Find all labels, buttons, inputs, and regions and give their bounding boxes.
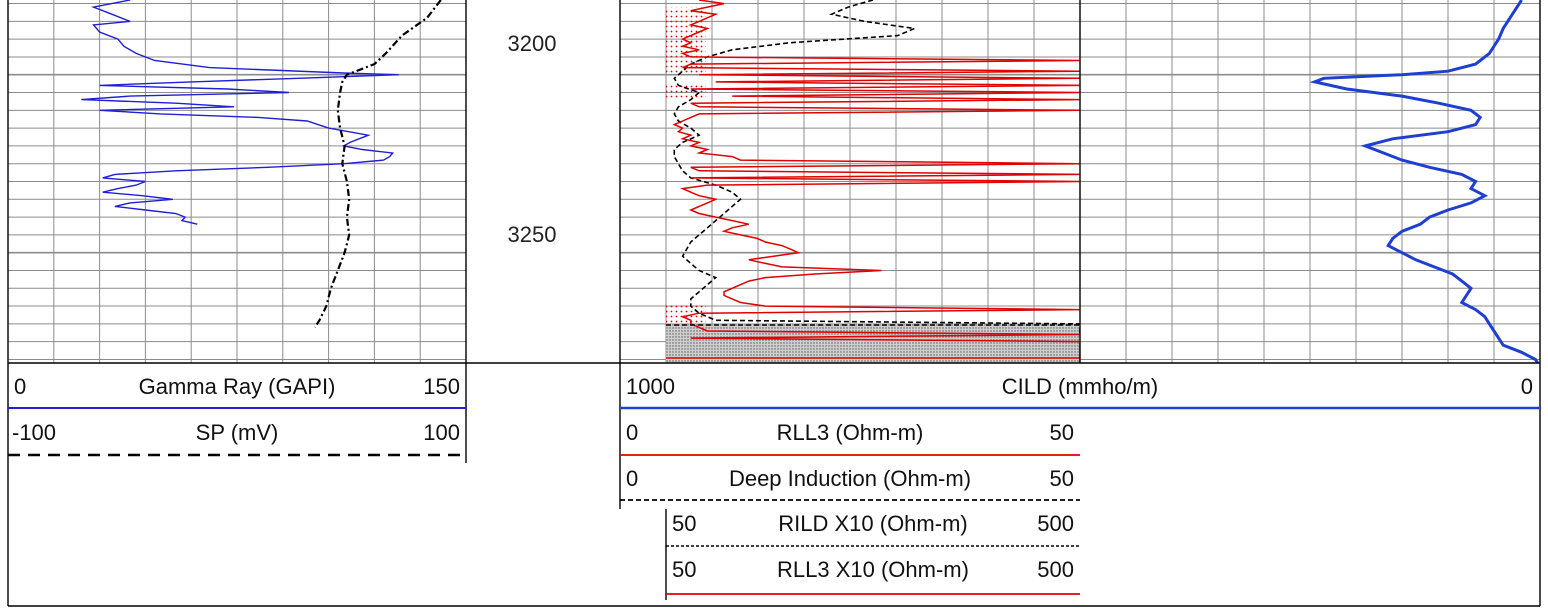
cild-name: CILD (mmho/m)	[1002, 374, 1158, 399]
curve-headers: 0 Gamma Ray (GAPI) 150 -100 SP (mV) 100 …	[8, 374, 1540, 595]
deep-induction-name: Deep Induction (Ohm-m)	[729, 466, 971, 491]
rll3-name: RLL3 (Ohm-m)	[777, 420, 924, 445]
sp-min: -100	[12, 420, 56, 445]
depth-label-3250: 3250	[508, 222, 557, 247]
rll3-x10-max: 500	[1037, 557, 1074, 582]
cild-max: 0	[1521, 374, 1533, 399]
cild-min: 1000	[626, 374, 675, 399]
rild-x10-name: RILD X10 (Ohm-m)	[778, 511, 967, 536]
sandstone-fill	[666, 302, 706, 324]
gamma-ray-max: 150	[423, 374, 460, 399]
rild-x10-max: 500	[1037, 511, 1074, 536]
deep-induction-min: 0	[626, 466, 638, 491]
sp-name: SP (mV)	[196, 420, 279, 445]
shale-fill	[666, 323, 1080, 363]
rll3-x10-name: RLL3 X10 (Ohm-m)	[777, 557, 969, 582]
track-borders	[7, 0, 1541, 607]
rll3-min: 0	[626, 420, 638, 445]
sp-curve	[313, 0, 442, 328]
rll3-x10-min: 50	[672, 557, 696, 582]
deep-induction-curve	[673, 0, 1080, 335]
rll3-max: 50	[1050, 420, 1074, 445]
gamma-ray-min: 0	[14, 374, 26, 399]
depth-label-3200: 3200	[508, 31, 557, 56]
lithology-fills	[666, 7, 1080, 363]
track1-grid	[8, 0, 466, 363]
rild-x10-min: 50	[672, 511, 696, 536]
gamma-ray-name: Gamma Ray (GAPI)	[139, 374, 336, 399]
deep-induction-max: 50	[1050, 466, 1074, 491]
rll3-curve	[672, 0, 1080, 363]
gamma-ray-curve	[81, 0, 399, 225]
sp-max: 100	[423, 420, 460, 445]
cild-curve	[1309, 0, 1539, 363]
